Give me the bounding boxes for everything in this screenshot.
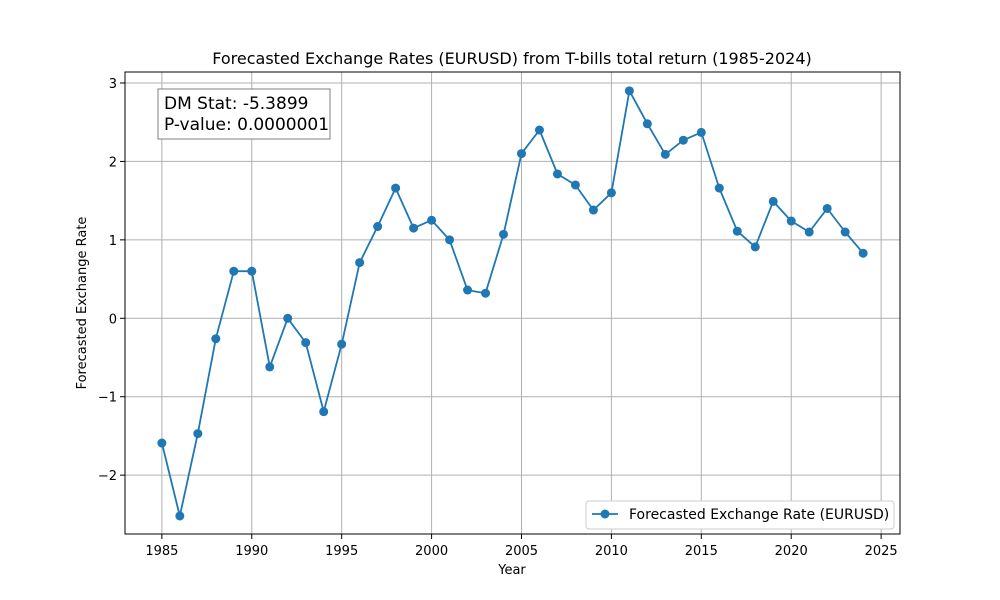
data-point	[355, 258, 365, 268]
data-point	[588, 205, 598, 215]
data-point	[858, 248, 868, 258]
data-point	[840, 227, 850, 237]
legend-marker-swatch	[600, 509, 610, 519]
data-point	[211, 334, 221, 344]
plot-frame	[124, 71, 901, 535]
x-tick-label: 2005	[505, 544, 538, 559]
data-point	[373, 222, 383, 232]
data-point	[642, 119, 652, 129]
x-tick-label: 1985	[145, 544, 178, 559]
y-tick-label: 3	[109, 77, 117, 92]
dm-stat-annotation: DM Stat: -5.3899 P-value: 0.0000001	[157, 88, 331, 140]
data-point	[409, 223, 419, 233]
data-point	[319, 407, 329, 417]
data-point	[822, 203, 832, 213]
data-point	[768, 196, 778, 206]
data-point	[804, 227, 814, 237]
data-point	[391, 183, 401, 193]
data-point	[732, 226, 742, 236]
data-point	[445, 235, 455, 245]
data-point	[552, 169, 562, 179]
data-point	[193, 429, 203, 439]
data-point	[175, 511, 185, 521]
data-point	[283, 313, 293, 323]
data-point	[499, 229, 509, 239]
x-axis: 1985 1990 1995 2000 2005 2010 2015 2020 2025	[145, 534, 898, 559]
chart-title: Forecasted Exchange Rates (EURUSD) from …	[212, 49, 812, 68]
data-point	[427, 215, 437, 225]
legend: Forecasted Exchange Rate (EURUSD)	[585, 500, 895, 530]
data-point	[301, 338, 311, 348]
x-tick-label: 2000	[415, 544, 448, 559]
data-point	[463, 285, 473, 295]
data-point	[337, 339, 347, 349]
y-tick-label: −1	[98, 391, 117, 406]
data-point	[678, 135, 688, 145]
data-point	[481, 288, 491, 298]
x-tick-label: 2025	[865, 544, 898, 559]
x-tick-label: 2010	[595, 544, 628, 559]
legend-label: Forecasted Exchange Rate (EURUSD)	[629, 507, 889, 523]
data-point	[606, 188, 616, 198]
x-tick-label: 2015	[685, 544, 718, 559]
y-tick-label: −2	[98, 469, 117, 484]
x-tick-label: 1990	[235, 544, 268, 559]
grid	[125, 72, 900, 534]
data-point	[247, 266, 257, 276]
y-axis-label: Forecasted Exchange Rate	[75, 217, 90, 390]
y-tick-label: 1	[109, 234, 117, 249]
y-axis: −2 −1 0 1 2 3	[98, 77, 125, 484]
y-tick-label: 0	[109, 312, 117, 327]
x-tick-label: 1995	[325, 544, 358, 559]
data-point	[750, 242, 760, 252]
legend-box	[585, 500, 895, 530]
data-point	[624, 86, 634, 96]
data-point	[570, 180, 580, 190]
annotation-p-value: P-value: 0.0000001	[164, 115, 329, 135]
series-layer	[157, 86, 868, 521]
data-point	[516, 149, 526, 159]
annotation-dm-stat: DM Stat: -5.3899	[164, 94, 308, 114]
data-point	[660, 149, 670, 159]
y-tick-label: 2	[109, 155, 117, 170]
data-point	[714, 183, 724, 193]
series-line	[161, 89, 864, 517]
data-point	[786, 216, 796, 226]
data-point	[229, 266, 239, 276]
x-tick-label: 2020	[775, 544, 808, 559]
data-point	[534, 125, 544, 135]
annotation-box	[157, 88, 331, 140]
x-axis-label: Year	[497, 563, 526, 578]
data-point	[157, 438, 167, 448]
data-point	[265, 362, 275, 372]
data-point	[696, 127, 706, 137]
